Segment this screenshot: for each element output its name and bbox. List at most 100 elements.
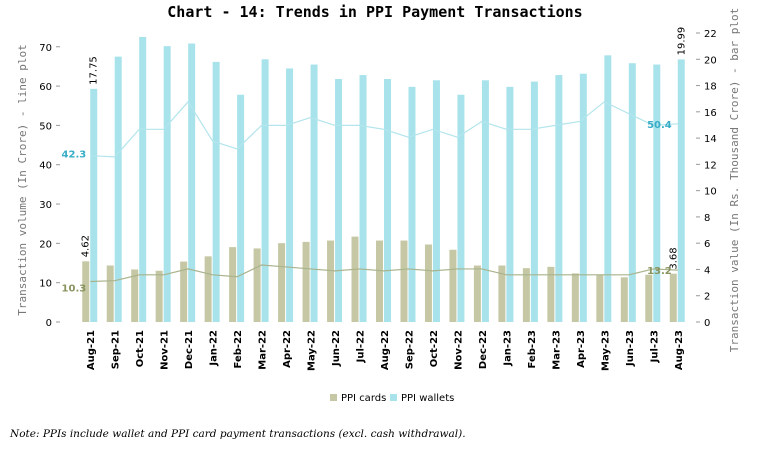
bar <box>351 236 359 322</box>
y2-axis-label: Transaction value (In Rs. Thousand Crore… <box>728 8 741 352</box>
y-tick-label: 60 <box>39 82 52 93</box>
y2-tick-label: 0 <box>704 318 710 329</box>
bar <box>530 81 538 322</box>
x-tick-label: Aug-21 <box>86 330 97 370</box>
bar <box>384 78 391 323</box>
bar <box>204 256 212 322</box>
x-tick-label: Dec-22 <box>478 330 489 369</box>
y-tick-label: 50 <box>39 121 52 132</box>
bar <box>188 43 196 322</box>
bar <box>82 261 90 322</box>
line-value-label: 42.3 <box>62 150 87 161</box>
bar <box>131 269 139 322</box>
bar <box>155 270 163 322</box>
bar <box>163 46 171 323</box>
bar-value-label: 19.99 <box>676 27 687 56</box>
bar <box>237 94 245 322</box>
bar <box>677 59 685 323</box>
bar <box>481 80 489 322</box>
x-tick-label: Feb-23 <box>527 330 538 368</box>
y2-tick-label: 4 <box>704 265 710 276</box>
bar <box>90 88 98 322</box>
bar <box>253 248 261 322</box>
x-tick-label: Jul-23 <box>649 330 660 363</box>
x-tick-label: Nov-22 <box>453 330 464 370</box>
y2-tick-label: 16 <box>704 108 717 119</box>
chart: Chart - 14: Trends in PPI Payment Transa… <box>16 3 741 404</box>
bar <box>376 240 383 322</box>
bar <box>310 64 318 322</box>
x-tick-label: May-23 <box>600 330 611 371</box>
x-tick-label: Apr-22 <box>282 330 293 368</box>
bar <box>408 86 416 322</box>
y2-tick-label: 6 <box>704 239 710 250</box>
y-axis-label: Transaction volume (In Crore) - line plo… <box>16 44 29 316</box>
x-tick-label: Jul-22 <box>356 330 367 363</box>
bar <box>212 61 220 323</box>
bar-value-label: 3.68 <box>668 247 679 269</box>
note: Note: PPIs include wallet and PPI card p… <box>10 428 466 440</box>
x-tick-label: Jan-23 <box>502 330 513 367</box>
bar <box>424 244 432 322</box>
x-tick-label: Jun-22 <box>331 330 342 367</box>
bar <box>547 266 555 322</box>
bar <box>106 265 114 322</box>
bar <box>604 55 612 322</box>
x-tick-label: Jun-23 <box>625 330 636 367</box>
y2-tick-label: 12 <box>704 160 717 171</box>
legend-label: PPI cards <box>341 393 386 404</box>
bar <box>628 63 636 323</box>
y-tick-label: 30 <box>39 200 52 211</box>
bar <box>571 273 579 322</box>
y2-tick-label: 18 <box>704 82 717 93</box>
bar <box>498 265 506 322</box>
y2-tick-label: 20 <box>704 55 717 66</box>
bar <box>335 78 343 323</box>
bar <box>473 265 481 322</box>
bar <box>620 277 628 322</box>
legend-label: PPI wallets <box>401 393 454 404</box>
bar <box>114 56 122 323</box>
x-tick-label: Jan-22 <box>209 330 220 367</box>
y2-tick-label: 2 <box>704 292 710 303</box>
bar <box>278 243 286 322</box>
bar <box>645 274 653 322</box>
line <box>90 264 678 283</box>
line-value-label: 10.3 <box>62 284 87 295</box>
x-tick-label: Mar-23 <box>551 330 562 370</box>
bar <box>359 75 367 322</box>
bar-value-label: 4.62 <box>81 235 92 257</box>
bar <box>327 240 335 322</box>
bar <box>653 64 661 322</box>
line-value-label: 13.2 <box>647 266 672 277</box>
bar <box>457 94 465 322</box>
x-tick-label: Nov-21 <box>160 330 171 370</box>
line-value-label: 50.4 <box>647 120 672 131</box>
bar <box>555 75 563 322</box>
x-tick-label: May-22 <box>307 330 318 371</box>
y-tick-label: 0 <box>46 318 52 329</box>
bar <box>286 68 294 322</box>
y2-tick-label: 10 <box>704 187 717 198</box>
legend-swatch <box>390 394 397 401</box>
x-tick-label: Feb-22 <box>233 330 244 368</box>
y2-tick-label: 22 <box>704 29 717 40</box>
bar <box>669 273 677 322</box>
bar <box>229 247 237 322</box>
y2-tick-label: 14 <box>704 134 717 145</box>
bar <box>302 241 310 322</box>
bar <box>449 249 457 322</box>
y-tick-label: 10 <box>39 279 52 290</box>
y-tick-label: 40 <box>39 161 52 172</box>
x-tick-label: Aug-23 <box>674 330 685 370</box>
y2-tick-label: 8 <box>704 213 710 224</box>
bar <box>139 36 147 322</box>
bar <box>432 80 440 322</box>
x-tick-label: Dec-21 <box>184 330 195 369</box>
bar <box>180 261 188 322</box>
x-tick-label: Sep-21 <box>111 330 122 369</box>
bar <box>261 59 269 322</box>
bar <box>579 73 587 323</box>
bar <box>506 86 514 322</box>
